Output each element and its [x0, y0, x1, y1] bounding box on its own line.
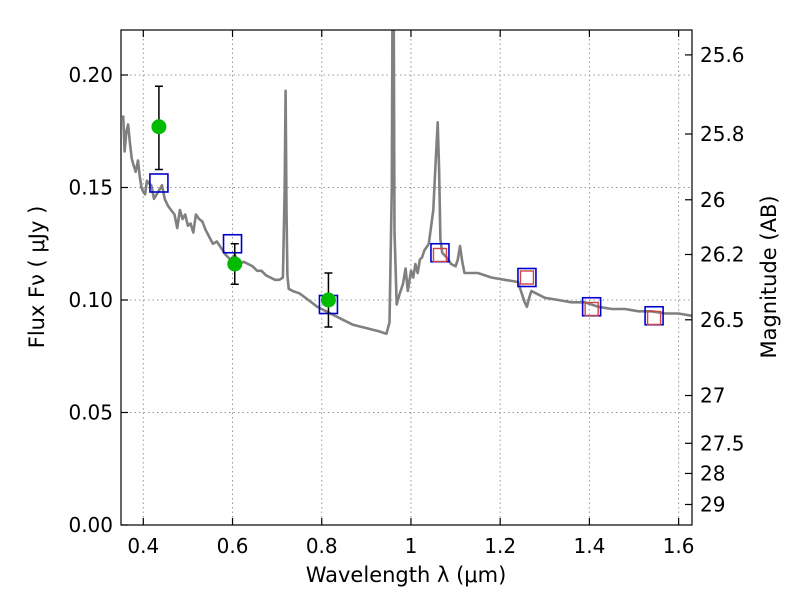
template-line — [121, 30, 692, 336]
y-axis-label: Flux Fν ( μJy ) — [25, 206, 49, 349]
y2-tick-label: 28 — [700, 461, 725, 485]
y2-tick-label: 25.8 — [700, 122, 745, 146]
y-tick-label: 0.05 — [68, 401, 113, 425]
y2-tick-label: 27.5 — [700, 431, 745, 455]
y2-tick-label: 25.6 — [700, 43, 745, 67]
data-points — [149, 85, 664, 328]
x-tick-label: 0.8 — [306, 534, 338, 558]
observed-point — [227, 256, 243, 272]
y2-tick-label: 26 — [700, 188, 725, 212]
x-axis-label: Wavelength λ (μm) — [306, 563, 507, 587]
x-tick-label: 1.2 — [484, 534, 516, 558]
y-tick-label: 0.00 — [68, 513, 113, 537]
model-square-red — [584, 301, 599, 317]
x-tick-label: 1.4 — [573, 534, 605, 558]
x-tick-label: 1 — [405, 534, 418, 558]
y2-tick-label: 29 — [700, 492, 725, 516]
observed-point — [151, 119, 167, 135]
model-square-blue — [517, 267, 537, 288]
model-square-red — [432, 247, 448, 263]
y-tick-label: 0.10 — [68, 288, 113, 312]
y-tick-label: 0.20 — [68, 63, 113, 87]
template-spectrum — [121, 30, 692, 336]
x-tick-label: 0.6 — [217, 534, 249, 558]
y2-tick-label: 27 — [700, 384, 725, 408]
y-tick-label: 0.15 — [68, 176, 113, 200]
plot-frame — [120, 29, 693, 526]
model-square-red — [646, 310, 662, 326]
observed-point — [320, 292, 336, 308]
x-tick-label: 0.4 — [127, 534, 159, 558]
model-square-blue — [222, 233, 243, 254]
x-tick-label: 1.6 — [663, 534, 695, 558]
model-square-blue — [149, 173, 169, 193]
y2-tick-label: 26.5 — [700, 308, 745, 332]
model-square-red — [519, 270, 535, 285]
y2-axis-label: Magnitude (AB) — [757, 195, 781, 358]
y2-tick-label: 26.2 — [700, 242, 745, 266]
axis-ticks: 0.4 0.6 0.8 1 1.2 1.4 1.6 0.00 0.05 0.10 0.15 0.20 2… — [68, 30, 745, 558]
